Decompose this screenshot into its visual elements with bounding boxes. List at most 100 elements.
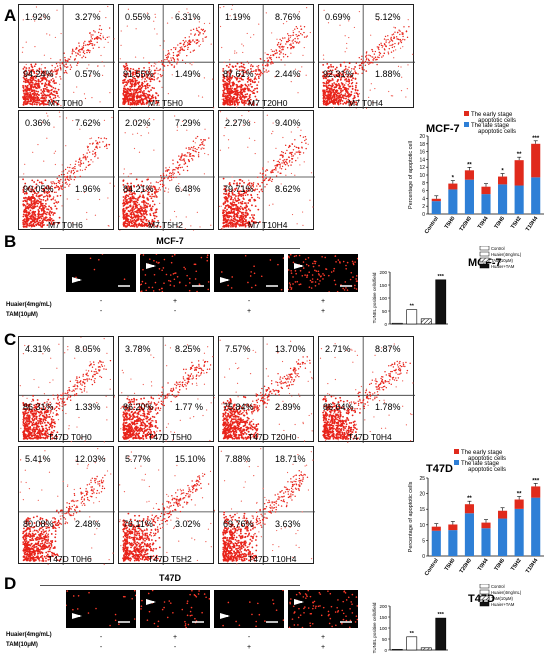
quadrant-upper-left-value: 1.92%	[25, 12, 51, 22]
tam-symbol: -	[173, 644, 177, 651]
flow-scatter	[319, 5, 415, 109]
bar-segment	[431, 198, 441, 202]
bar-segment	[498, 176, 508, 185]
quadrant-lower-left-value: 87.61%	[223, 69, 254, 80]
flow-scatter	[119, 337, 215, 443]
flow-plot: 0.36% 7.62% 90.05% 1.96%	[18, 110, 115, 231]
y-tick-label: 150	[379, 283, 387, 288]
significance-marker: **	[467, 496, 472, 502]
tunel-image	[288, 589, 359, 629]
flow-scatter	[119, 5, 215, 109]
flow-plot-label: T47D T0H6	[48, 554, 92, 564]
flow-scatter	[219, 111, 315, 231]
huaier-symbol: +	[320, 298, 326, 305]
significance-marker: ***	[438, 612, 445, 618]
quadrant-lower-right-value: 8.62%	[275, 184, 301, 194]
quadrant-upper-left-value: 0.36%	[25, 118, 51, 128]
quadrant-upper-left-value: 5.77%	[125, 454, 151, 464]
tam-symbol: -	[173, 308, 177, 315]
legend-swatch	[454, 460, 459, 465]
y-tick-label: 4	[422, 196, 425, 202]
y-tick-label: 20	[419, 134, 425, 140]
huaier-symbol: +	[172, 298, 178, 305]
y-tick-label: 200	[379, 604, 387, 609]
bar-segment	[431, 526, 441, 531]
flow-plot-label: T47D T5H0	[148, 432, 192, 442]
tam-symbol: -	[99, 644, 103, 651]
bar	[435, 617, 447, 651]
flow-scatter	[219, 337, 315, 443]
quadrant-upper-right-value: 6.31%	[175, 12, 201, 22]
flow-plot: 3.78% 8.25% 86.20% 1.77 %	[118, 336, 215, 443]
bar	[391, 322, 403, 325]
legend-swatch	[479, 589, 490, 595]
bar	[406, 636, 418, 651]
quadrant-upper-right-value: 7.62%	[75, 118, 101, 128]
tunel-image	[139, 253, 210, 293]
quadrant-lower-right-value: 1.88%	[375, 69, 401, 80]
legend-entry: The early stage	[471, 112, 513, 118]
bar-segment	[531, 497, 541, 556]
quadrant-lower-right-value: 2.44%	[275, 69, 301, 80]
tunel-image	[214, 589, 285, 628]
bar-segment	[448, 530, 458, 556]
flow-plot: 7.88% 18.71% 69.76% 3.63%	[218, 446, 315, 565]
quadrant-upper-right-value: 9.40%	[275, 118, 301, 128]
panel-b-title: MCF-7	[156, 236, 184, 246]
flow-scatter	[19, 447, 115, 565]
significance-marker: ***	[532, 478, 540, 484]
significance-marker: **	[410, 631, 415, 637]
y-tick-label: 100	[379, 296, 387, 301]
bar-segment	[464, 179, 474, 214]
y-tick-label: 20	[419, 492, 425, 498]
legend-swatch	[479, 601, 490, 607]
legend-entry: apoptotic cells	[478, 118, 516, 124]
bar-segment	[464, 504, 474, 514]
flow-scatter	[219, 447, 315, 565]
legend-swatch	[479, 584, 490, 589]
quadrant-lower-right-value: 6.48%	[175, 184, 201, 194]
y-tick-label: 8	[422, 181, 425, 187]
quadrant-upper-left-value: 5.41%	[25, 454, 51, 464]
y-tick-label: 10	[419, 173, 425, 179]
category-label: T10H4	[525, 215, 540, 233]
category-label: T5H0	[444, 558, 457, 572]
quadrant-upper-left-value: 2.27%	[225, 118, 251, 128]
quadrant-upper-right-value: 7.29%	[175, 118, 201, 128]
legend-entry: Huaier(4mg/mL)	[491, 252, 522, 257]
panel-b-rule	[40, 248, 300, 249]
tam-symbol: -	[99, 308, 103, 315]
tam-label-d: TAM(10μM)	[6, 642, 38, 648]
category-label: T10H4	[525, 557, 540, 575]
y-tick-label: 10	[419, 523, 425, 529]
flow-plot: 0.69% 5.12% 92.31% 1.88%	[318, 4, 415, 109]
category-label: Control	[424, 215, 440, 235]
flow-plot-label: T47D T5H2	[148, 554, 192, 564]
category-label: Control	[424, 557, 440, 577]
bar-segment	[448, 183, 458, 190]
flow-plot-label: T47D T0H0	[48, 432, 92, 442]
quadrant-lower-right-value: 1.96%	[75, 184, 101, 194]
flow-plot-label: M7 T20H0	[248, 98, 288, 108]
quadrant-lower-right-value: 1.78%	[375, 402, 401, 413]
category-label: T0H6	[494, 216, 507, 230]
legend-swatch	[454, 449, 459, 454]
quadrant-lower-left-value: 84.21%	[123, 184, 154, 194]
flow-plot-label: T47D T20H0	[248, 432, 297, 442]
quadrant-upper-left-value: 2.71%	[325, 344, 351, 354]
flow-scatter	[19, 5, 115, 109]
legend-entry: The late stage	[471, 123, 510, 129]
quadrant-lower-left-value: 94.24%	[23, 69, 54, 80]
quadrant-lower-left-value: 79.71%	[223, 184, 254, 194]
bar-segment	[431, 201, 441, 214]
category-label: T20H0	[459, 216, 473, 233]
legend-entry: Control	[491, 246, 505, 251]
bar-segment	[514, 499, 524, 509]
panel-letter-a: A	[4, 6, 17, 25]
bar-segment	[531, 177, 541, 214]
flow-plot-label: T47D T0H4	[348, 432, 392, 442]
flow-plot: 1.92% 3.27% 94.24% 0.57%	[18, 4, 115, 109]
bar-segment	[498, 510, 508, 519]
category-label: T0H4	[477, 215, 490, 230]
